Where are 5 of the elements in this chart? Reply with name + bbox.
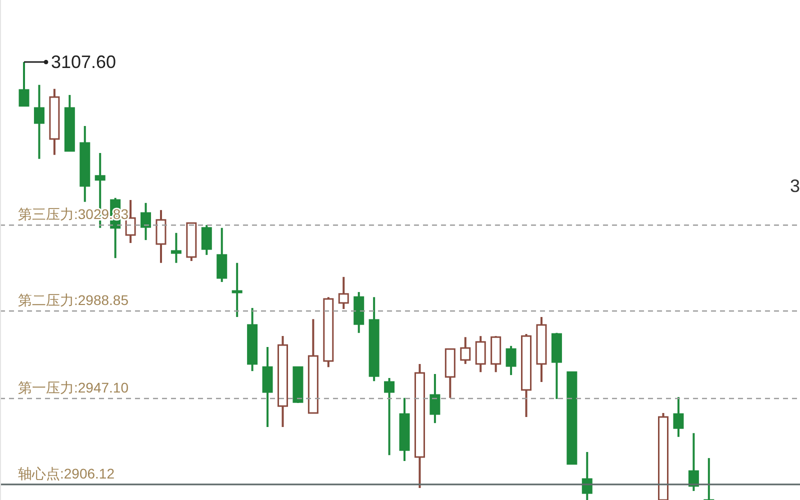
y-tick-label: 第二压力:2988.85: [18, 292, 129, 308]
annotation: 3107.60: [51, 52, 116, 72]
text: 3: [790, 176, 800, 196]
y-tick-label: 第一压力:2947.10: [18, 380, 129, 396]
y-tick-label: 轴心点:2906.12: [18, 465, 115, 482]
